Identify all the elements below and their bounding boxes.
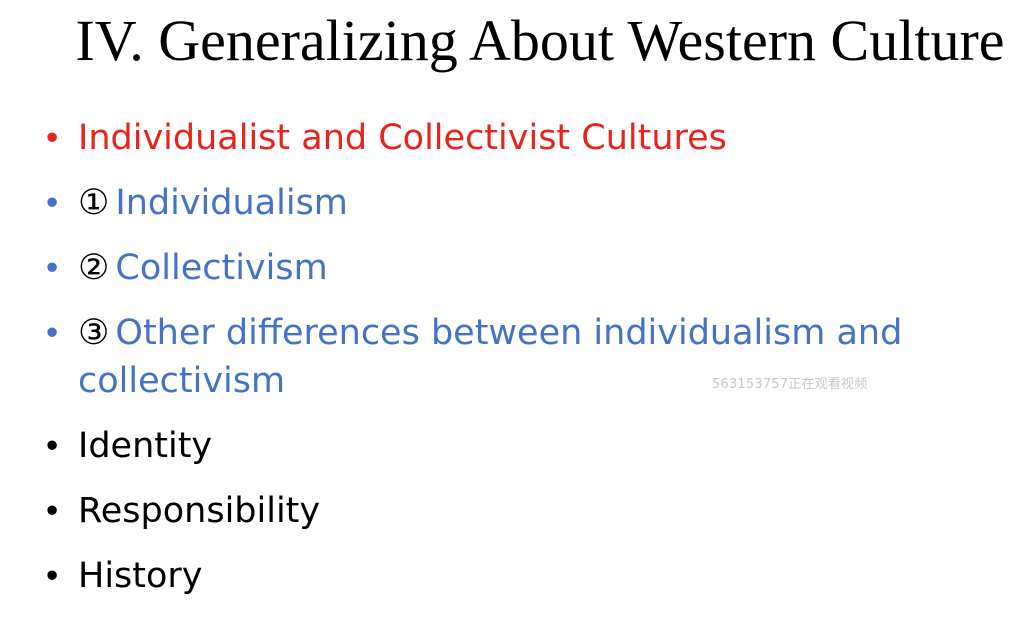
bullet-item-other-differences: • ③ Other differences between individuali… [46,309,1006,405]
bullet-marker: • [46,491,59,530]
bullet-item-individualism: • ① Individualism [46,179,1006,227]
bullet-marker: • [46,248,59,287]
bullet-item-identity: • Identity [46,422,1006,470]
circled-number-three: ③ [78,313,110,353]
viewer-watermark: 563153757正在观看视频 [712,377,868,392]
bullet-text: Other differences between individualism … [78,313,903,401]
bullet-item-history: • History [46,552,1006,600]
circled-number-two: ② [78,248,110,288]
bullet-marker: • [46,118,59,157]
bullet-text: Individualist and Collectivist Cultures [78,118,727,158]
bullet-item-cultures: • Individualist and Collectivist Culture… [46,114,1006,162]
bullet-text: History [78,556,203,596]
bullet-list: • Individualist and Collectivist Culture… [46,114,1006,617]
bullet-text: Responsibility [78,491,321,531]
bullet-marker: • [46,556,59,595]
slide-title: IV. Generalizing About Western Culture [75,8,1005,73]
bullet-text: Collectivism [115,248,328,288]
bullet-text: Identity [78,426,213,466]
bullet-item-responsibility: • Responsibility [46,487,1006,535]
bullet-marker: • [46,183,59,222]
circled-number-one: ① [78,183,110,223]
bullet-text: Individualism [115,183,348,223]
bullet-item-collectivism: • ② Collectivism [46,244,1006,292]
bullet-marker: • [46,313,59,352]
bullet-marker: • [46,426,59,465]
